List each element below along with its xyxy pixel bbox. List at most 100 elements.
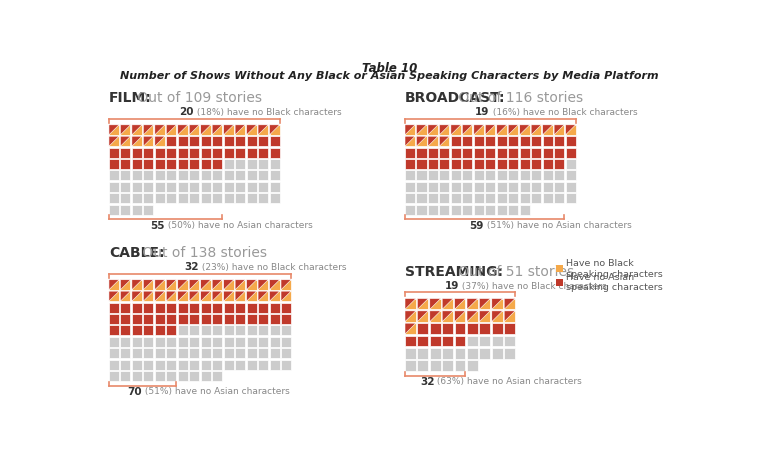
Bar xyxy=(246,325,257,335)
Bar xyxy=(428,193,438,203)
Bar xyxy=(120,193,131,203)
Bar xyxy=(144,337,154,347)
Bar xyxy=(235,136,245,146)
Bar xyxy=(486,148,496,158)
Text: 55: 55 xyxy=(150,221,165,231)
Polygon shape xyxy=(451,125,461,135)
Bar xyxy=(454,311,465,322)
Bar xyxy=(120,337,131,347)
Polygon shape xyxy=(416,136,426,146)
Bar xyxy=(132,291,142,301)
Bar xyxy=(565,125,575,135)
Bar xyxy=(430,311,441,322)
Bar xyxy=(454,360,465,371)
Bar xyxy=(235,125,245,135)
Bar xyxy=(531,159,541,169)
Bar xyxy=(212,280,222,290)
Bar xyxy=(416,170,426,180)
Bar xyxy=(554,159,564,169)
Bar xyxy=(189,291,199,301)
Polygon shape xyxy=(246,280,257,290)
Bar xyxy=(166,371,176,381)
Bar xyxy=(120,303,131,313)
Polygon shape xyxy=(405,136,415,146)
Bar xyxy=(201,170,211,180)
Polygon shape xyxy=(497,125,507,135)
Bar xyxy=(212,371,222,381)
Bar xyxy=(416,193,426,203)
Polygon shape xyxy=(144,136,154,146)
Bar xyxy=(235,148,245,158)
Bar xyxy=(405,125,415,135)
Bar xyxy=(442,311,453,322)
Bar xyxy=(178,314,188,324)
Bar xyxy=(201,125,211,135)
Bar xyxy=(258,291,268,301)
Bar xyxy=(473,125,484,135)
Bar xyxy=(155,359,165,369)
Polygon shape xyxy=(223,280,234,290)
Bar xyxy=(201,371,211,381)
Bar xyxy=(417,298,428,309)
Bar xyxy=(258,325,268,335)
Bar xyxy=(178,291,188,301)
Bar xyxy=(417,323,428,334)
Bar xyxy=(109,159,119,169)
Bar xyxy=(442,323,453,334)
Bar xyxy=(246,193,257,203)
Bar xyxy=(132,280,142,290)
Bar xyxy=(189,337,199,347)
Bar xyxy=(201,136,211,146)
Text: Have no Black
speaking characters: Have no Black speaking characters xyxy=(566,259,663,279)
Polygon shape xyxy=(281,280,291,290)
Bar xyxy=(439,182,449,192)
Bar xyxy=(246,280,257,290)
Bar xyxy=(155,371,165,381)
Bar xyxy=(543,170,553,180)
Bar xyxy=(223,148,234,158)
Bar xyxy=(201,348,211,358)
Bar xyxy=(144,291,154,301)
Bar xyxy=(201,182,211,192)
Bar xyxy=(144,314,154,324)
Bar xyxy=(504,323,515,334)
Bar xyxy=(178,348,188,358)
Bar xyxy=(155,136,165,146)
Bar xyxy=(132,359,142,369)
Bar xyxy=(543,193,553,203)
Bar xyxy=(467,360,478,371)
Bar xyxy=(120,291,131,301)
Bar xyxy=(428,170,438,180)
Polygon shape xyxy=(439,136,449,146)
Bar xyxy=(430,360,441,371)
Polygon shape xyxy=(155,280,165,290)
Bar xyxy=(454,298,465,309)
Bar xyxy=(467,323,478,334)
Bar xyxy=(467,335,478,346)
Bar xyxy=(430,335,441,346)
Polygon shape xyxy=(235,291,245,301)
Bar xyxy=(155,314,165,324)
Polygon shape xyxy=(189,125,199,135)
Bar xyxy=(520,205,530,215)
Bar xyxy=(109,337,119,347)
Bar xyxy=(144,125,154,135)
Bar xyxy=(531,193,541,203)
Bar xyxy=(405,193,415,203)
Bar xyxy=(223,193,234,203)
Text: STREAMING:: STREAMING: xyxy=(405,264,503,279)
Polygon shape xyxy=(166,125,176,135)
Bar xyxy=(430,298,441,309)
Polygon shape xyxy=(235,280,245,290)
Bar xyxy=(212,314,222,324)
Bar xyxy=(144,280,154,290)
Polygon shape xyxy=(428,136,438,146)
Bar xyxy=(531,182,541,192)
Bar xyxy=(201,291,211,301)
Bar xyxy=(508,125,518,135)
Bar xyxy=(155,159,165,169)
Bar xyxy=(166,325,176,335)
Bar xyxy=(281,314,291,324)
Bar xyxy=(520,170,530,180)
Bar xyxy=(439,193,449,203)
